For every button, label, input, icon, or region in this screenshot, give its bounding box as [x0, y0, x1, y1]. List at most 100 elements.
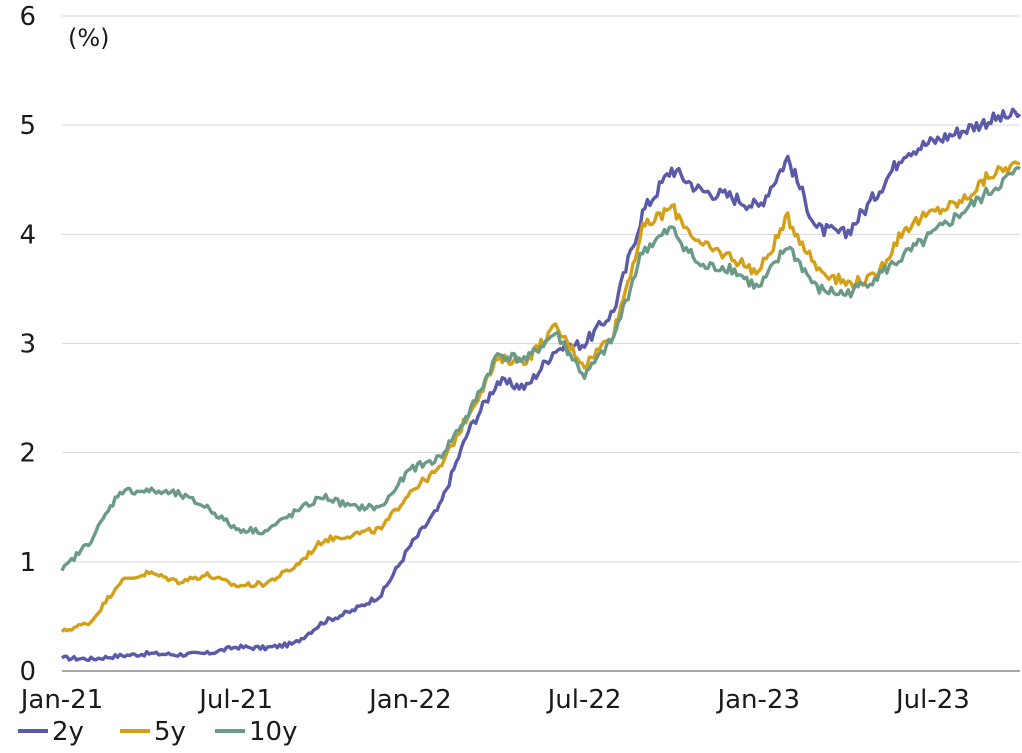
data-point-2y [642, 212, 643, 213]
series-line-2y [61, 107, 1022, 663]
data-point-2y [874, 196, 875, 197]
y-tick-label: 6 [19, 2, 36, 32]
data-point-2y [410, 545, 411, 546]
data-point-10y [758, 288, 759, 289]
y-tick-label: 3 [19, 330, 36, 360]
y-tick-label: 5 [19, 111, 36, 141]
x-axis-ticks: Jan-21 Jul-21 Jan-22 Jul-22 Jan-23 Jul-23 [19, 685, 970, 715]
x-tick-label: Jan-23 [715, 685, 800, 715]
data-point-10y [323, 496, 324, 497]
data-point-10y [874, 277, 875, 278]
data-point-2y [352, 610, 353, 611]
x-tick-label: Jul-21 [197, 685, 273, 715]
y-axis-ticks: 0 1 2 3 4 5 6 [19, 2, 36, 687]
data-point-10y [816, 288, 817, 289]
data-point-10y [613, 337, 614, 338]
data-point-5y [90, 621, 91, 622]
data-point-10y [671, 228, 672, 229]
data-point-5y [439, 468, 440, 469]
series-lines [60, 107, 1022, 663]
series-line-5y [60, 160, 1020, 633]
data-point-5y [265, 583, 266, 584]
data-point-10y [236, 528, 237, 529]
x-tick-label: Jul-23 [894, 685, 970, 715]
unit-label: (%) [68, 24, 110, 52]
data-point-5y [178, 581, 179, 582]
data-point-5y [555, 327, 556, 328]
data-point-10y [845, 294, 846, 295]
series-line-10y [60, 165, 1021, 572]
data-point-10y [352, 507, 353, 508]
data-point-2y [526, 387, 527, 388]
data-point-5y [758, 272, 759, 273]
data-point-5y [323, 539, 324, 540]
legend: 2y 5y 10y [18, 717, 297, 747]
data-point-2y [758, 206, 759, 207]
data-point-5y [294, 567, 295, 568]
data-point-5y [729, 256, 730, 257]
data-point-2y [497, 381, 498, 382]
data-point-10y [497, 354, 498, 355]
data-point-10y [148, 490, 149, 491]
data-point-10y [526, 359, 527, 360]
y-tick-label: 4 [19, 220, 36, 250]
data-point-2y [671, 168, 672, 169]
y-tick-label: 1 [19, 548, 36, 578]
data-point-2y [903, 152, 904, 153]
data-point-5y [207, 574, 208, 575]
data-point-2y [613, 310, 614, 311]
data-point-2y [381, 594, 382, 595]
y-tick-label: 2 [19, 439, 36, 469]
data-point-10y [729, 266, 730, 267]
data-point-5y [990, 174, 991, 175]
x-tick-label: Jan-21 [19, 685, 104, 715]
data-point-5y [497, 359, 498, 360]
data-point-10y [990, 190, 991, 191]
data-point-2y [90, 658, 91, 659]
data-point-5y [903, 228, 904, 229]
data-point-10y [642, 250, 643, 251]
data-point-10y [1019, 168, 1020, 169]
data-point-2y [323, 621, 324, 622]
data-point-10y [410, 468, 411, 469]
data-point-10y [381, 507, 382, 508]
data-point-5y [119, 581, 120, 582]
data-point-2y [468, 430, 469, 431]
data-point-5y [642, 228, 643, 229]
data-point-10y [700, 266, 701, 267]
data-point-10y [207, 507, 208, 508]
data-point-10y [584, 376, 585, 377]
data-point-5y [816, 266, 817, 267]
data-point-2y [816, 228, 817, 229]
data-point-2y [236, 646, 237, 647]
data-point-5y [584, 365, 585, 366]
data-point-5y [1019, 163, 1020, 164]
data-point-2y [990, 119, 991, 120]
data-point-2y [61, 657, 62, 658]
data-point-2y [584, 343, 585, 344]
data-point-2y [961, 130, 962, 131]
data-point-2y [178, 654, 179, 655]
data-point-5y [352, 534, 353, 535]
data-point-10y [787, 245, 788, 246]
data-point-5y [61, 631, 62, 632]
data-point-2y [787, 157, 788, 158]
data-point-10y [61, 570, 62, 571]
data-point-10y [119, 490, 120, 491]
data-point-2y [294, 643, 295, 644]
data-point-10y [961, 212, 962, 213]
data-point-2y [119, 655, 120, 656]
data-point-5y [671, 206, 672, 207]
data-point-10y [932, 234, 933, 235]
data-point-2y [148, 653, 149, 654]
legend-label-5y: 5y [154, 717, 186, 747]
data-point-2y [439, 507, 440, 508]
data-point-5y [961, 201, 962, 202]
data-point-10y [90, 539, 91, 540]
data-point-2y [729, 196, 730, 197]
gridlines [62, 15, 1020, 672]
legend-label-10y: 10y [249, 717, 297, 747]
y-tick-label: 0 [19, 657, 36, 687]
data-point-5y [845, 283, 846, 284]
